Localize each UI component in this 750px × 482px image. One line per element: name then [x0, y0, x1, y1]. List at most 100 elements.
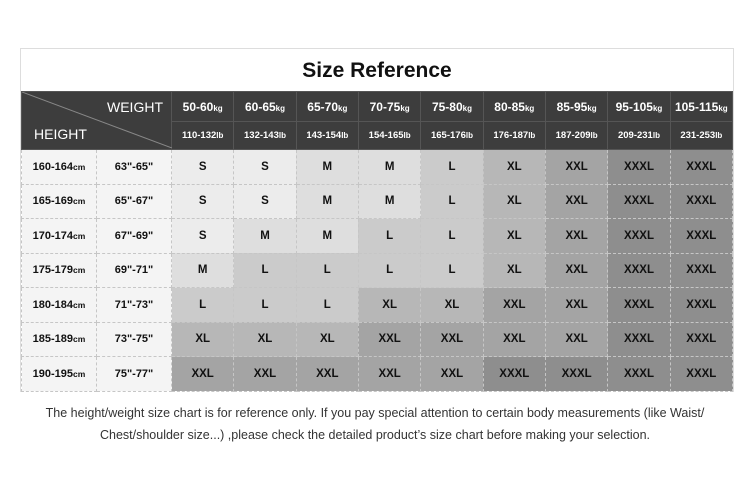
chart-title: Size Reference [21, 49, 733, 91]
text: 132-143 [244, 130, 279, 141]
text: kg [338, 103, 348, 113]
size-cell: L [357, 252, 422, 288]
size-cell: XXXL [607, 183, 671, 219]
weight-lb-header: 143-154lb [295, 121, 359, 150]
table-row: 170-174cm 67"-69" S M M L L XL XXL XXXL XXXL [21, 218, 734, 254]
text: lb [341, 131, 349, 140]
size-cell: XL [357, 287, 422, 323]
text: 209-231 [617, 130, 653, 141]
size-cell: L [420, 252, 484, 288]
height-cm-cell: 180-184cm [21, 287, 97, 323]
text: lb [278, 131, 286, 140]
weight-lb-header: 110-132lb [170, 121, 235, 150]
size-cell: XXXL [669, 218, 734, 254]
size-cell: XXL [420, 356, 484, 392]
height-cm-cell: 165-169cm [21, 183, 97, 219]
size-cell: L [295, 287, 359, 323]
text: 175-179 [32, 264, 74, 277]
size-cell: M [295, 183, 359, 219]
size-cell: XXL [295, 356, 359, 392]
text: cm [73, 161, 86, 172]
size-cell: XXL [544, 321, 609, 357]
weight-kg-header: 65-70kg [295, 91, 359, 122]
size-cell: XXXL [669, 252, 734, 288]
height-inch-cell: 71"-73" [96, 287, 172, 323]
weight-kg-header: 105-115kg [669, 91, 734, 122]
text: lb [652, 131, 660, 140]
size-cell: M [295, 149, 359, 185]
size-cell: XXL [482, 287, 546, 323]
text: 165-169 [32, 195, 74, 208]
text: 180-184 [32, 298, 74, 311]
text: lb [528, 131, 536, 140]
text: kg [524, 103, 535, 113]
table-row: 180-184cm 71"-73" L L L XL XL XXL XXL XXXL XXXL [21, 287, 734, 323]
text: 60-65 [244, 99, 276, 114]
text: lb [590, 131, 598, 140]
text: 105-115 [674, 99, 719, 114]
size-cell: XXL [357, 356, 422, 392]
size-cell: XXXL [607, 321, 671, 357]
size-cell: XXXL [669, 287, 734, 323]
size-cell: L [420, 218, 484, 254]
text: 85-95 [556, 99, 588, 114]
height-cm-cell: 170-174cm [21, 218, 97, 254]
weight-label: WEIGHT [107, 99, 163, 115]
text: 170-174 [32, 229, 74, 242]
text: kg [462, 103, 472, 113]
note-line-1: The height/weight size chart is for refe… [45, 406, 705, 420]
size-cell: XXL [544, 218, 609, 254]
size-cell: XXXL [669, 356, 734, 392]
text: kg [587, 103, 597, 113]
size-cell: L [170, 287, 235, 323]
text: 80-85 [494, 99, 525, 114]
text: lb [216, 131, 224, 140]
text: cm [73, 368, 86, 379]
size-cell: XXXL [669, 183, 734, 219]
text: cm [73, 196, 86, 207]
weight-lb-header: 209-231lb [607, 121, 671, 150]
height-label: HEIGHT [34, 126, 87, 142]
size-cell: XL [170, 321, 235, 357]
corner-header: WEIGHT HEIGHT [21, 91, 172, 150]
text: cm [73, 265, 86, 276]
text: 65-70 [307, 99, 338, 114]
size-cell: XXL [420, 321, 484, 357]
size-cell: XL [482, 149, 546, 185]
weight-lb-header: 154-165lb [357, 121, 422, 150]
text: 165-176 [430, 130, 466, 141]
weight-lb-header: 132-143lb [233, 121, 297, 150]
size-cell: S [233, 183, 297, 219]
size-cell: XXL [170, 356, 235, 392]
size-cell: XXXL [482, 356, 546, 392]
weight-kg-header: 60-65kg [233, 91, 297, 122]
text: lb [403, 131, 411, 140]
size-cell: XL [482, 252, 546, 288]
height-inch-cell: 63"-65" [96, 149, 172, 185]
size-cell: XXXL [607, 218, 671, 254]
size-cell: XL [295, 321, 359, 357]
text: kg [652, 103, 663, 113]
size-cell: L [233, 287, 297, 323]
weight-lb-header: 165-176lb [420, 121, 484, 150]
size-cell: S [170, 183, 235, 219]
size-cell: XXL [544, 252, 609, 288]
text: 187-209 [555, 130, 591, 141]
size-cell: XXL [482, 321, 546, 357]
text: 231-253 [680, 130, 716, 141]
table-row: 185-189cm 73"-75" XL XL XL XXL XXL XXL XXL XXXL XX… [21, 321, 734, 357]
size-cell: XL [482, 183, 546, 219]
text: kg [400, 103, 410, 113]
size-cell: XXL [544, 287, 609, 323]
height-cm-cell: 175-179cm [21, 252, 97, 288]
text: lb [465, 131, 473, 140]
weight-kg-header: 85-95kg [544, 91, 609, 122]
size-cell: L [420, 149, 484, 185]
weight-lb-header: 231-253lb [669, 121, 734, 150]
text: 176-187 [493, 130, 529, 141]
diagonal-divider [22, 92, 172, 148]
height-inch-cell: 69"-71" [96, 252, 172, 288]
size-cell: XXXL [607, 252, 671, 288]
weight-kg-header: 50-60kg [170, 91, 235, 122]
height-inch-cell: 75"-77" [96, 356, 172, 392]
